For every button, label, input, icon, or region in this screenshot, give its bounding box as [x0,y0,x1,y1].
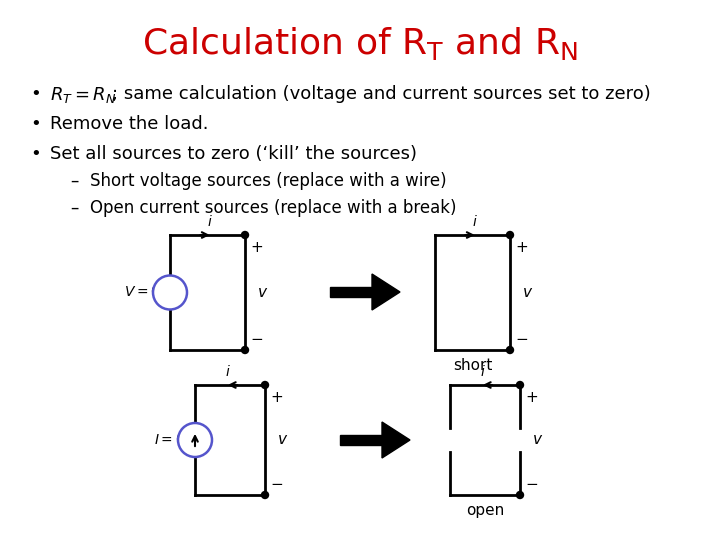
Text: •: • [30,85,41,103]
Text: $i$: $i$ [225,364,231,379]
Circle shape [261,381,269,388]
Text: $i$: $i$ [472,214,477,229]
Text: $v$: $v$ [532,433,543,448]
Text: $-$: $-$ [515,330,528,345]
Circle shape [241,232,248,239]
Circle shape [506,347,513,354]
Text: $v$: $v$ [277,433,288,448]
Text: $i$: $i$ [207,214,212,229]
Text: +: + [525,390,538,405]
Text: –: – [70,172,78,190]
Text: +: + [164,280,176,294]
Text: $I=0$: $I=0$ [154,433,185,447]
Text: Open current sources (replace with a break): Open current sources (replace with a bre… [90,199,456,217]
Circle shape [516,491,523,498]
Text: +: + [250,240,263,255]
Text: +: + [515,240,528,255]
Text: $-$: $-$ [525,475,538,490]
Text: short: short [453,358,492,373]
Text: $v$: $v$ [522,285,534,300]
Text: open: open [466,503,504,518]
Circle shape [241,347,248,354]
Text: Remove the load.: Remove the load. [50,115,209,133]
Text: $V=0$: $V=0$ [124,286,160,300]
Text: Calculation of $\mathregular{R_T}$ and $\mathregular{R_N}$: Calculation of $\mathregular{R_T}$ and $… [142,25,578,62]
Polygon shape [372,274,400,310]
Text: $v$: $v$ [257,285,269,300]
Polygon shape [330,287,372,297]
Text: •: • [30,145,41,163]
Text: Set all sources to zero (‘kill’ the sources): Set all sources to zero (‘kill’ the sour… [50,145,417,163]
Text: +: + [270,390,283,405]
Circle shape [516,381,523,388]
Text: $-$: $-$ [250,330,263,345]
Circle shape [178,423,212,457]
Text: •: • [30,115,41,133]
Polygon shape [382,422,410,458]
Text: $-$: $-$ [270,475,283,490]
Circle shape [506,232,513,239]
Text: –: – [70,199,78,217]
Text: $-$: $-$ [164,293,176,307]
Text: $i$: $i$ [480,364,486,379]
Circle shape [153,275,187,309]
Text: Short voltage sources (replace with a wire): Short voltage sources (replace with a wi… [90,172,446,190]
Polygon shape [340,435,382,445]
Circle shape [261,491,269,498]
Text: $\mathit{R_T}$$\mathit{=}$$\mathit{R_N}$: $\mathit{R_T}$$\mathit{=}$$\mathit{R_N}$ [50,85,117,105]
Text: ; same calculation (voltage and current sources set to zero): ; same calculation (voltage and current … [112,85,651,103]
